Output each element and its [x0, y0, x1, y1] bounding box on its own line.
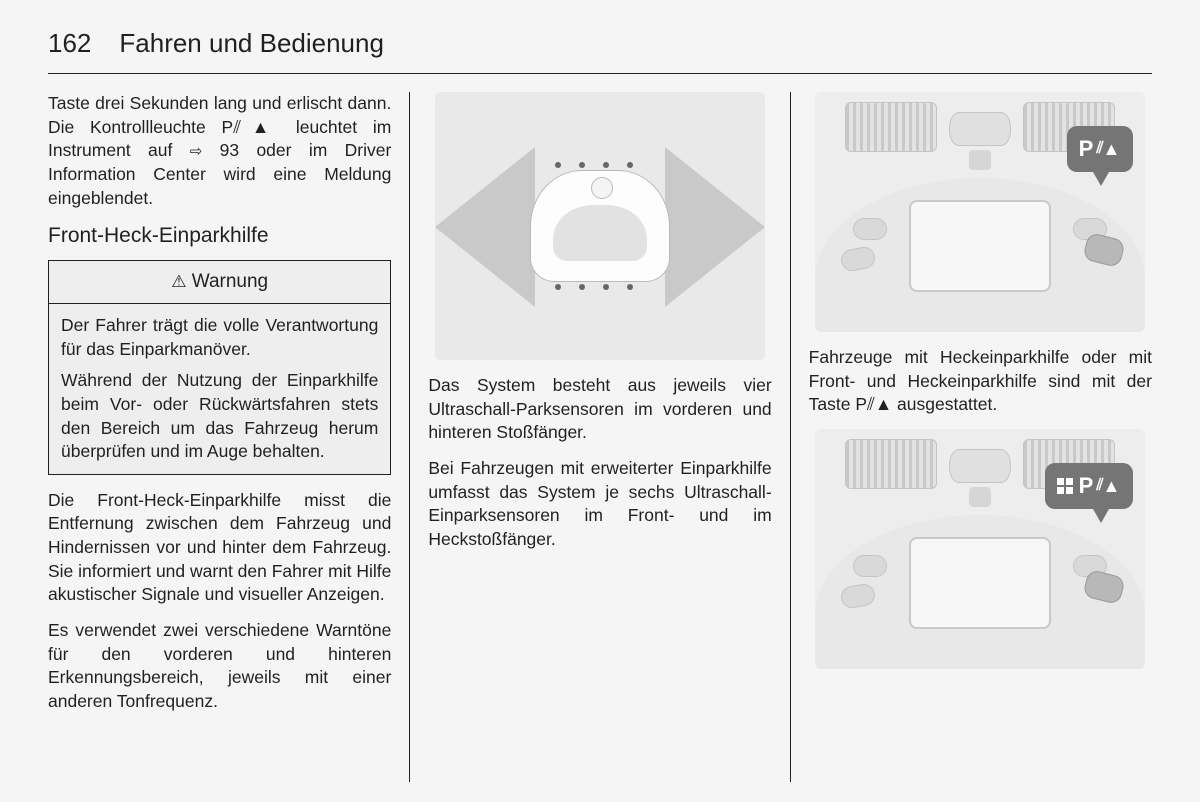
console-button-icon: [840, 582, 877, 610]
hazard-button-icon: [969, 150, 991, 170]
park-warning-icon: P⫽▲: [855, 394, 892, 414]
sensor-cone-rear-icon: [665, 147, 765, 307]
park-assist-button-icon: [1082, 232, 1126, 268]
sensor-dot-icon: [627, 284, 633, 290]
sensor-dot-icon: [555, 162, 561, 168]
dash-console: [815, 515, 1145, 669]
callout-waves-icon: ⫽: [1096, 481, 1100, 491]
col1-intro: Taste drei Sekunden lang und erlischt da…: [48, 92, 391, 210]
subhead-front-heck: Front-Heck-Einparkhilfe: [48, 222, 391, 250]
callout-waves-icon: ⫽: [1096, 144, 1100, 154]
page-header: 162 Fahren und Bedienung: [48, 28, 1152, 74]
col2-p1: Das System besteht aus jeweils vier Ultr…: [428, 374, 771, 445]
warning-header: ⚠ Warnung: [49, 261, 390, 304]
car-body-icon: [530, 170, 670, 282]
col1-p2: Die Front-Heck-Einparkhilfe misst die En…: [48, 489, 391, 607]
park-warning-icon: P⫽▲: [222, 117, 281, 137]
figure-dashboard-1: P⫽▲: [815, 92, 1145, 332]
vent-center-icon: [949, 112, 1011, 146]
warning-p2: Während der Nutzung der Ein­parkhilfe be…: [61, 369, 378, 464]
ref-arrow-icon: ⇨: [190, 143, 203, 160]
dash-console: [815, 178, 1145, 332]
hazard-button-icon: [969, 487, 991, 507]
warning-triangle-icon: ⚠: [171, 272, 186, 291]
col3-p1-b: ausgestattet.: [892, 394, 997, 414]
sensor-dot-icon: [603, 284, 609, 290]
console-screen-icon: [909, 200, 1051, 292]
col2-p2: Bei Fahrzeugen mit erweiterter Ein­parkh…: [428, 457, 771, 552]
park-assist-button-icon: [1082, 569, 1126, 605]
sensor-dot-icon: [555, 284, 561, 290]
figure-dashboard-2: P⫽▲: [815, 429, 1145, 669]
callout-triangle-icon: ▲: [1102, 474, 1121, 498]
column-2: Das System besteht aus jeweils vier Ultr…: [409, 92, 789, 782]
page-title: Fahren und Bedienung: [119, 28, 384, 59]
vent-left-icon: [845, 439, 937, 489]
warning-box: ⚠ Warnung Der Fahrer trägt die volle Ver…: [48, 260, 391, 474]
callout-park-icon: P⫽▲: [1067, 126, 1134, 172]
sensor-dot-icon: [579, 284, 585, 290]
warning-p1: Der Fahrer trägt die volle Verant­wortun…: [61, 314, 378, 361]
callout-triangle-icon: ▲: [1102, 137, 1121, 161]
col1-p3: Es verwendet zwei verschiedene Warntöne …: [48, 619, 391, 714]
sensor-dot-icon: [603, 162, 609, 168]
console-button-icon: [853, 218, 887, 240]
console-button-icon: [840, 245, 877, 273]
sensor-dot-icon: [627, 162, 633, 168]
callout-p: P: [1079, 134, 1095, 164]
column-1: Taste drei Sekunden lang und erlischt da…: [48, 92, 409, 782]
console-button-icon: [853, 555, 887, 577]
vent-left-icon: [845, 102, 937, 152]
figure-car-sensors: [435, 92, 765, 360]
page-number: 162: [48, 28, 91, 59]
callout-advanced-park-icon: P⫽▲: [1045, 463, 1134, 509]
warning-label: Warnung: [192, 271, 268, 292]
console-screen-icon: [909, 537, 1051, 629]
warning-body: Der Fahrer trägt die volle Verant­wortun…: [49, 304, 390, 474]
column-3: P⫽▲ Fahrzeuge mit Heckeinparkhilfe oder …: [790, 92, 1152, 782]
sensor-dot-icon: [579, 162, 585, 168]
col3-p1: Fahrzeuge mit Heckeinparkhilfe oder mit …: [809, 346, 1152, 417]
rear-sensor-dots: [555, 284, 633, 290]
vent-center-icon: [949, 449, 1011, 483]
sensor-cone-front-icon: [435, 147, 535, 307]
content-columns: Taste drei Sekunden lang und erlischt da…: [48, 92, 1152, 782]
callout-grid-icon: [1057, 478, 1073, 494]
front-sensor-dots: [555, 162, 633, 168]
callout-p: P: [1079, 471, 1095, 501]
